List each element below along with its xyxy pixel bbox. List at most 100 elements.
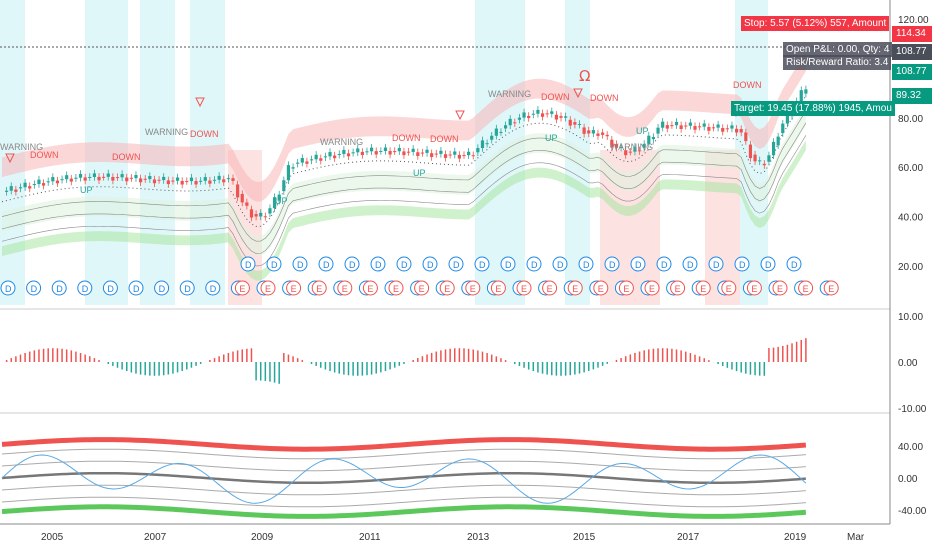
e-circle — [772, 280, 788, 296]
candle-body — [568, 119, 572, 126]
e-circle-label: E — [675, 284, 681, 294]
e-circle — [260, 280, 276, 296]
osc1-axis-tick: 0.00 — [898, 358, 918, 369]
candle-body — [222, 179, 226, 183]
time-axis-tick: 2017 — [677, 532, 700, 543]
candle-body — [439, 150, 443, 154]
candle-body — [226, 178, 230, 180]
e-circle — [670, 280, 686, 296]
candle-body — [393, 151, 397, 153]
e-circle-label: E — [623, 284, 629, 294]
down-arrow-icon — [5, 153, 15, 164]
candle-body — [550, 111, 554, 114]
price-bands — [1, 51, 807, 281]
band-line — [1, 110, 807, 242]
candle-body — [448, 154, 452, 156]
e-circle — [337, 280, 353, 296]
e-circle-label: E — [444, 284, 450, 294]
candle-body — [185, 181, 189, 183]
target-label: Target: 19.45 (17.88%) 1945, Amou — [731, 101, 895, 116]
candle-body — [360, 151, 364, 156]
e-circle-label: E — [342, 284, 348, 294]
d-circle — [26, 280, 42, 296]
candle-body — [189, 177, 194, 182]
time-axis-tick: 2013 — [467, 532, 490, 543]
d-circle-label: D — [635, 260, 642, 270]
candle-body — [236, 184, 240, 198]
candle-body — [619, 146, 623, 148]
candle-body — [614, 144, 619, 148]
d-circle-label: D — [583, 260, 590, 270]
d-circle — [154, 280, 170, 296]
candle-body — [508, 118, 512, 126]
down-label: DOWN — [190, 129, 219, 139]
candle-body — [166, 180, 170, 185]
e-circle — [516, 280, 532, 296]
e-circle — [542, 280, 558, 296]
e-circle — [439, 280, 455, 296]
candle-body — [734, 128, 739, 133]
warning-label: WARNING — [610, 142, 653, 152]
candle-body — [143, 178, 147, 180]
e-circle — [465, 280, 481, 296]
candle-body — [365, 151, 369, 153]
candle-body — [642, 143, 646, 148]
candle-body — [296, 162, 300, 164]
d-circle-label: D — [323, 260, 330, 270]
e-circle — [721, 280, 737, 296]
candle-body — [679, 125, 683, 130]
d-circle — [422, 256, 438, 272]
down-label: DOWN — [430, 134, 459, 144]
candle-body — [55, 180, 60, 184]
candle-body — [51, 177, 55, 182]
price-axis-tick: 80.00 — [898, 114, 923, 125]
candle-body — [702, 123, 706, 127]
d-circle-label: D — [210, 284, 217, 294]
down-label: DOWN — [733, 80, 762, 90]
d-circle — [344, 256, 360, 272]
candle-body — [28, 186, 32, 189]
candle-body — [78, 173, 83, 178]
d-circle-label: D — [687, 260, 694, 270]
candle-body — [476, 148, 480, 153]
e-circle — [798, 280, 814, 296]
candle-body — [411, 148, 415, 152]
candle-body — [272, 197, 277, 209]
candle-body — [175, 177, 180, 181]
d-circle — [526, 256, 542, 272]
light-red-zone — [705, 150, 740, 305]
candle-body — [5, 190, 9, 192]
candle-body — [125, 177, 129, 182]
d-circle — [179, 280, 195, 296]
price-axis-tick: 40.00 — [898, 213, 923, 224]
de-circle-markers: D D D D D D D D D D E D E D E D E D E D E D E D E D E D E D E D E D E D E D E D… — [0, 256, 839, 296]
warning-label: WARNING — [320, 137, 363, 147]
candle-body — [471, 155, 475, 157]
down-arrow-icon — [455, 110, 465, 121]
open-pl-label: Open P&L: 0.00, Qty: 4 — [783, 42, 893, 57]
candle-body — [748, 144, 753, 159]
candle-body — [14, 189, 18, 192]
candle-body — [517, 117, 522, 120]
d-circle-label: D — [349, 260, 356, 270]
down-label: DOWN — [30, 150, 59, 160]
candle-body — [688, 122, 692, 126]
candle-body — [32, 184, 36, 186]
d-circle — [578, 256, 594, 272]
candle-body — [115, 177, 120, 179]
candle-body — [88, 176, 92, 178]
d-circle — [448, 256, 464, 272]
candle-body — [771, 141, 776, 156]
candle-body — [494, 128, 498, 136]
candle-body — [776, 136, 780, 146]
e-circle — [311, 280, 327, 296]
d-circle-label: D — [31, 284, 38, 294]
candle-body — [231, 178, 235, 181]
candle-body — [698, 126, 702, 128]
candle-body — [647, 135, 651, 144]
e-circle — [490, 280, 506, 296]
candle-body — [707, 126, 711, 131]
candle-body — [753, 154, 757, 162]
candle-body — [499, 131, 503, 133]
